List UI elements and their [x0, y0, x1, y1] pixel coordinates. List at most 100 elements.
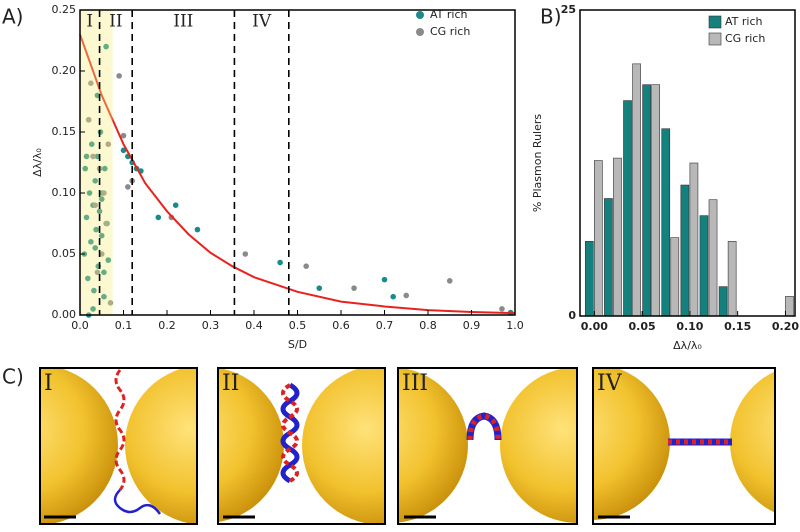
data-point: [172, 202, 179, 208]
data-point: [103, 43, 109, 50]
bar: [718, 286, 728, 317]
data-point: [88, 239, 94, 245]
x-tick-label: 0.8: [419, 319, 437, 332]
diagram-panel: [40, 368, 197, 524]
diagram-label: III: [402, 371, 428, 396]
legend-label: CG rich: [430, 25, 470, 38]
data-point: [93, 226, 99, 233]
x-tick-label: 0.0: [71, 319, 89, 332]
data-point: [120, 147, 127, 154]
x-tick-label: 0.10: [676, 320, 703, 333]
data-point: [83, 153, 90, 160]
panel-label: C): [2, 365, 24, 389]
fit-curve: [79, 34, 516, 315]
legend-label: AT rich: [430, 8, 468, 21]
data-point: [98, 232, 105, 239]
data-point: [403, 292, 410, 299]
y-tick-label: 0: [568, 309, 576, 322]
data-point: [94, 269, 101, 276]
data-point: [82, 165, 89, 172]
data-point: [101, 190, 107, 196]
bar: [785, 296, 794, 317]
y-axis-label: Δλ/λ₀: [31, 148, 44, 177]
data-point: [92, 202, 99, 208]
region-label: II: [109, 12, 122, 32]
y-tick-label: 0.25: [52, 3, 77, 16]
data-point: [90, 153, 96, 160]
data-point: [105, 141, 112, 147]
data-point: [107, 300, 114, 306]
data-point: [101, 165, 108, 172]
y-tick-label: 25: [561, 3, 576, 16]
bar: [584, 241, 594, 317]
bar: [708, 199, 718, 317]
x-tick-label: 0.5: [289, 319, 307, 332]
x-tick-label: 0.1: [115, 319, 133, 332]
y-tick-label: 0.20: [52, 64, 77, 77]
plot-frame: [579, 9, 796, 317]
plot-frame: [79, 9, 516, 316]
data-point: [351, 285, 357, 291]
diagram-label: IV: [597, 371, 623, 396]
x-tick-label: 0.00: [581, 320, 608, 333]
data-point: [85, 117, 92, 123]
panel-label: A): [2, 5, 23, 29]
y-tick-label: 0.00: [52, 308, 77, 321]
bar: [680, 184, 690, 317]
legend-marker: [708, 15, 722, 29]
x-tick-label: 0.6: [332, 319, 350, 332]
data-point: [125, 184, 131, 190]
bar: [699, 215, 709, 317]
x-tick-label: 0.4: [245, 319, 263, 332]
bar: [642, 84, 651, 317]
data-point: [101, 293, 107, 300]
bar: [661, 128, 671, 317]
data-point: [96, 208, 103, 215]
diagram-label: II: [222, 371, 239, 396]
bar: [651, 84, 661, 317]
x-tick-label: 1.0: [506, 319, 524, 332]
legend-marker: [416, 28, 424, 36]
bar: [613, 157, 622, 317]
diagram-panel: [593, 368, 775, 520]
data-point: [101, 269, 107, 276]
data-point: [390, 293, 397, 300]
legend-marker: [708, 32, 722, 46]
data-point: [98, 196, 105, 202]
data-point: [242, 251, 249, 257]
data-point: [105, 257, 112, 263]
region-label: III: [173, 12, 193, 32]
x-tick-label: 0.9: [463, 319, 481, 332]
y-tick-label: 0.05: [52, 247, 77, 260]
data-point: [303, 263, 310, 270]
bar: [594, 160, 603, 317]
highlight-region: [80, 10, 113, 315]
x-tick-label: 0.3: [202, 319, 220, 332]
y-tick-label: 0.15: [52, 125, 77, 138]
bar: [727, 241, 737, 317]
data-point: [83, 214, 90, 221]
bar: [689, 162, 699, 317]
data-point: [316, 285, 323, 291]
diagram-frames: [39, 367, 776, 525]
diagram-panel: [218, 368, 385, 524]
diagram-label: I: [44, 371, 53, 396]
data-point: [92, 178, 99, 184]
data-point: [381, 276, 388, 283]
data-point: [155, 214, 162, 221]
legend-label: CG rich: [725, 32, 765, 45]
x-tick-label: 0.05: [629, 320, 656, 333]
region-label: I: [86, 12, 93, 32]
data-point: [88, 80, 94, 86]
data-point: [90, 306, 96, 312]
legend-label: AT rich: [725, 15, 763, 28]
x-tick-label: 0.2: [158, 319, 176, 332]
data-point: [92, 245, 99, 251]
data-point: [85, 275, 91, 282]
data-point: [120, 132, 127, 139]
legend-marker: [416, 11, 424, 19]
x-axis-label: Δλ/λ₀: [673, 339, 702, 352]
bar: [604, 198, 613, 317]
y-tick-label: 0.10: [52, 186, 77, 199]
